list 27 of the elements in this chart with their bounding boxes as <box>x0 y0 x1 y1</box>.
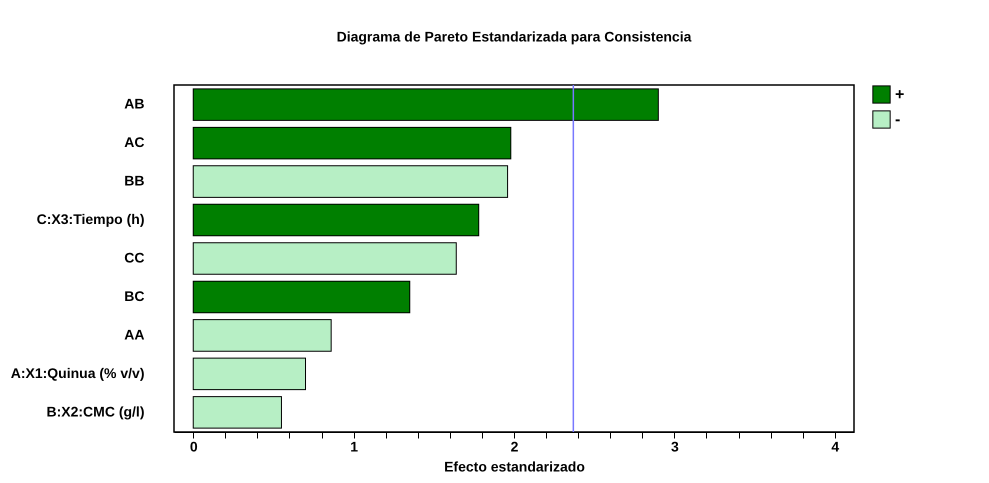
x-tick-label: 4 <box>831 438 840 454</box>
legend-label: - <box>895 112 900 128</box>
y-tick-label: BC <box>124 288 144 304</box>
chart-title: Diagrama de Pareto Estandarizada para Consistencia <box>336 28 692 44</box>
y-tick-label: C:X3:Tiempo (h) <box>36 211 144 228</box>
bar <box>192 165 508 198</box>
y-tick-label: BB <box>124 172 144 189</box>
x-tick-label: 3 <box>670 438 679 454</box>
x-axis-title: Efecto estandarizado <box>444 458 585 474</box>
y-tick-label: AA <box>124 326 144 342</box>
x-tick-label: 0 <box>190 438 198 454</box>
y-tick-label: CC <box>124 250 144 266</box>
bar <box>192 242 457 275</box>
y-tick-label: AC <box>124 134 144 150</box>
bar <box>192 204 480 236</box>
bar <box>192 319 332 352</box>
legend-label: + <box>895 86 904 104</box>
bar <box>192 396 282 429</box>
bar <box>192 126 512 160</box>
bar <box>192 358 306 390</box>
y-tick-label: B:X2:CMC (g/l) <box>46 403 144 420</box>
x-tick-label: 2 <box>510 438 519 454</box>
y-tick-label: AB <box>124 96 144 112</box>
bar <box>192 280 410 314</box>
y-tick-label: A:X1:Quinua (% v/v) <box>10 364 144 381</box>
x-tick-label: 1 <box>350 438 358 454</box>
bar <box>192 88 659 121</box>
